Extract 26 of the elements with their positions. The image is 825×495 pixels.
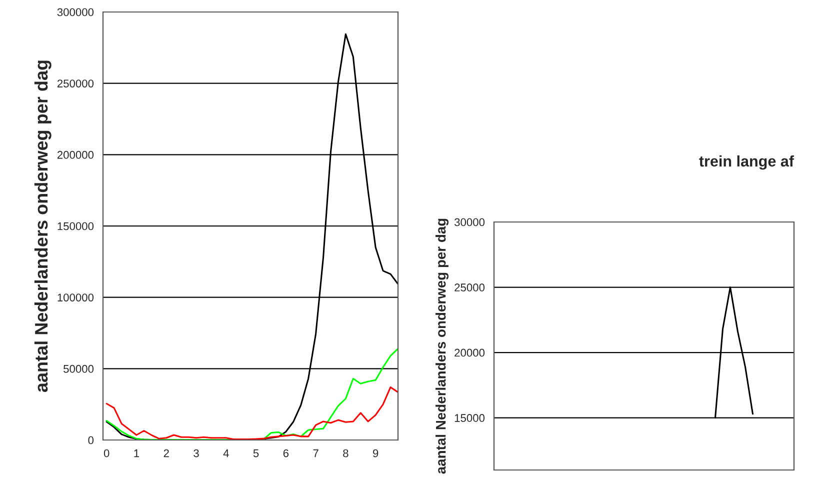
x-tick-label: 5 <box>253 449 259 458</box>
y-tick-label: 150000 <box>58 222 94 230</box>
y-tick-label: 20000 <box>454 348 485 357</box>
y-tick-label: 25000 <box>454 284 485 292</box>
line-series <box>106 386 398 440</box>
y-axis-title: aantal Nederlanders onderweg per dag <box>34 60 52 392</box>
y-tick-label: 200000 <box>57 150 94 159</box>
x-tick-label: 6 <box>283 449 289 458</box>
y-tick-label: 300000 <box>57 8 94 16</box>
y-tick-label: 50000 <box>64 364 94 373</box>
x-tick-label: 0 <box>104 449 110 458</box>
y-axis-title: aantal Nederlanders onderweg per dag <box>436 218 449 474</box>
y-tick-label: 250000 <box>57 80 94 88</box>
y-tick-label: 0 <box>88 436 94 444</box>
x-tick-label: 7 <box>313 449 318 458</box>
line-series <box>106 348 398 440</box>
y-tick-label: 15000 <box>454 414 485 422</box>
x-tick-label: 4 <box>223 449 229 458</box>
x-tick-label: 9 <box>373 449 378 458</box>
x-tick-label: 2 <box>164 449 169 458</box>
x-tick-label: 3 <box>194 449 199 458</box>
chart-title: trein lange af <box>699 155 794 170</box>
x-tick-label: 8 <box>343 449 348 458</box>
x-tick-label: 1 <box>134 449 140 458</box>
y-tick-label: 100000 <box>58 294 94 302</box>
y-tick-label: 30000 <box>454 218 485 226</box>
